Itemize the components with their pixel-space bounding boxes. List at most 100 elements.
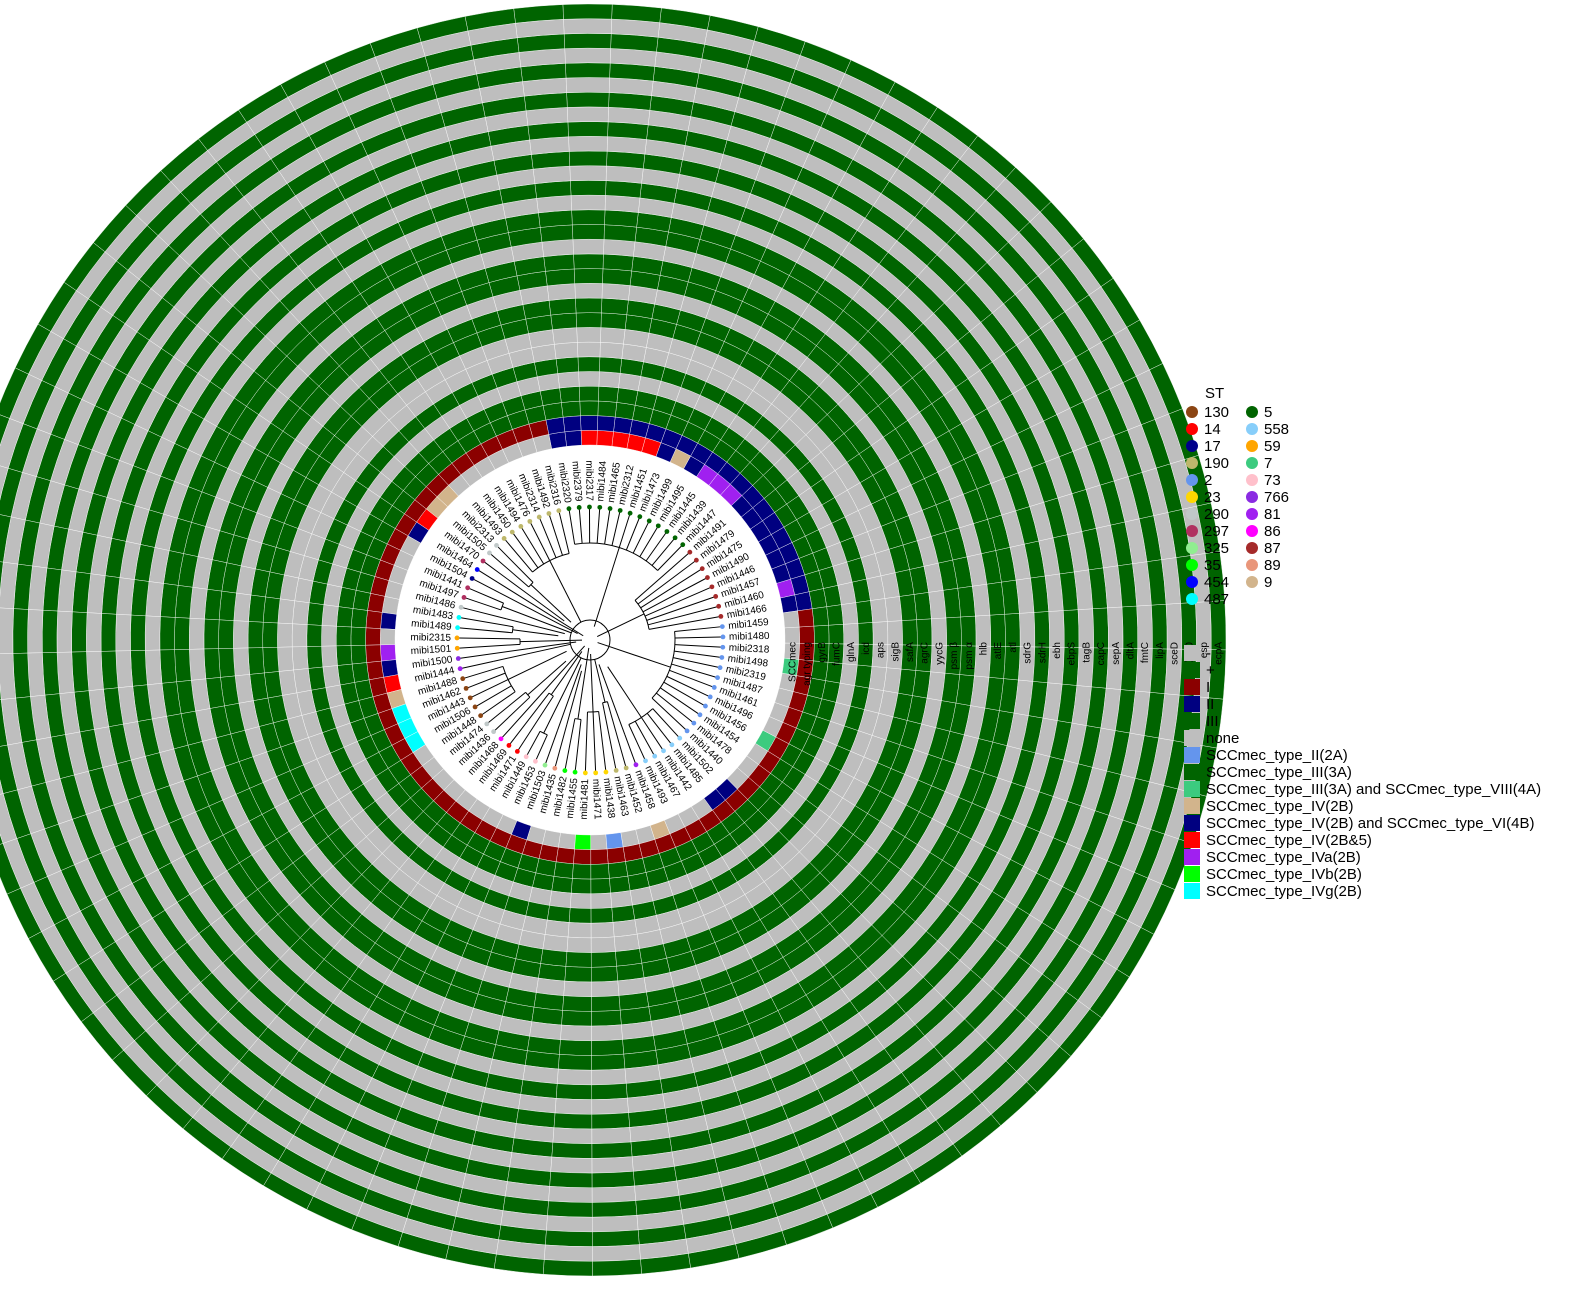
ring-cell-sccmec: [596, 430, 614, 447]
tip-label: mibi1489: [411, 618, 453, 633]
ring-cell-fmtc: [548, 1186, 593, 1203]
ring-cell-lipa: [12, 608, 29, 654]
ring-cell-fumc: [609, 875, 631, 894]
tip-point: [533, 758, 538, 764]
tip-point: [707, 694, 713, 700]
ring-cell-fumc: [578, 386, 600, 402]
tree-arc: [548, 692, 554, 697]
tree-branch: [539, 645, 586, 697]
ring-cell-tagb: [86, 651, 104, 691]
ring-cell-psm-β: [591, 995, 621, 1012]
ring-cell-icd: [568, 907, 592, 924]
ring-cell-ecpa: [844, 59, 896, 96]
ring-cell-sigb: [884, 596, 903, 622]
ring-cell-se0760: [592, 1229, 640, 1247]
tree-arc: [574, 718, 582, 720]
legend-fill-label: SCCmec_type_IV(2B): [1206, 798, 1354, 815]
ring-cell-icd: [306, 646, 324, 669]
ring-cell-ecpa: [81, 1012, 124, 1061]
ring-cell-glna: [570, 892, 592, 909]
tip-point: [463, 685, 469, 691]
legend-st-swatch: [1246, 559, 1258, 571]
tree-branch: [462, 607, 507, 620]
ring-cell-glna: [557, 371, 580, 389]
ring-cell-ecpa: [0, 367, 29, 419]
tip-point: [514, 749, 520, 754]
ring-cell-atle: [174, 617, 191, 650]
tree-branch: [484, 561, 532, 598]
ring-cell-fumc: [598, 386, 619, 403]
tree-branch: [534, 605, 584, 637]
ring-cell-ecpa: [416, 16, 469, 43]
tree-branch: [478, 570, 536, 606]
ring-cell-ecpa: [640, 1253, 691, 1275]
legend-fill-swatch: [1184, 645, 1200, 661]
ring-cell-yycg: [591, 980, 620, 997]
ring-cell-fumc: [826, 604, 844, 626]
ring-cell-psm-β: [573, 268, 604, 284]
ring-cell-agrc: [575, 297, 603, 314]
tree-branch: [530, 584, 572, 623]
legend-st-label: 454: [1204, 574, 1229, 591]
tip-point: [643, 758, 648, 764]
ring-cell-ecpa: [870, 1170, 922, 1208]
ring-cell-aps: [612, 919, 638, 938]
tree-branch: [530, 596, 565, 622]
ring-cell-sigb: [277, 598, 295, 625]
legend-st-label: 81: [1264, 506, 1281, 523]
ring-column-label: sigB: [890, 642, 901, 662]
legend-fill: -+IIIIIInoneSCCmec_type_II(2A)SCCmec_typ…: [1184, 645, 1541, 900]
ring-cell-esp: [0, 779, 4, 795]
ring-cell-icd: [611, 904, 636, 923]
ring-cell-sccmec: [782, 610, 800, 629]
tip-point: [652, 753, 658, 759]
legend-st-swatch: [1246, 542, 1258, 554]
ring-cell-agr-typing: [366, 660, 384, 681]
ring-cell-hlb: [189, 648, 207, 681]
tip-label: mibi1471: [590, 779, 603, 820]
annotation-rings: [0, 3, 1227, 1277]
tree-branch: [526, 731, 541, 756]
ring-cell-tagb: [606, 136, 647, 155]
tree-branch: [602, 702, 617, 769]
ring-cell-lipa: [565, 62, 611, 79]
ring-cell-psm-β: [602, 268, 632, 286]
tip-point: [709, 584, 715, 590]
legend-st-swatch: [1186, 457, 1198, 469]
legend-fill-label: -: [1206, 645, 1211, 662]
ring-cell-ecpa: [688, 1243, 740, 1269]
ring-cell-psm-α: [543, 254, 575, 272]
ring-cell-sepa: [56, 610, 73, 653]
tip-point: [664, 529, 670, 534]
ring-cell-agr-typing: [797, 608, 815, 628]
ring-cell-atl: [159, 616, 176, 651]
tree-branch: [674, 650, 720, 658]
ring-cell-ecpa: [0, 414, 10, 447]
legend-fill-swatch: [1184, 815, 1200, 831]
legend-fill-label: SCCmec_type_IV(2B) and SCCmec_type_VI(4B…: [1206, 815, 1534, 832]
legend-fill-label: SCCmec_type_III(3A) and SCCmec_type_VIII…: [1206, 781, 1541, 798]
tree-branch: [644, 587, 711, 617]
tip-point: [587, 504, 592, 510]
ring-cell-ebps: [1063, 609, 1080, 648]
ring-cell-ecpa: [0, 834, 4, 845]
ring-column-label: fumC: [831, 642, 842, 666]
ring-cell-tagb: [1077, 608, 1094, 649]
ring-cell-ecpa: [1100, 277, 1140, 328]
ring-cell-tagb: [591, 1127, 632, 1144]
ring-cell-ecpa: [351, 1215, 403, 1247]
legend-st-swatch: [1186, 406, 1198, 418]
legend-st-label: 87: [1264, 540, 1281, 557]
ring-cell-gyrb: [579, 400, 599, 417]
ring-cell-safa: [600, 312, 627, 330]
tree-branch: [568, 510, 576, 545]
tip-point: [597, 504, 603, 510]
tip-point: [454, 635, 460, 641]
tree-branch: [645, 532, 667, 562]
ring-cell-fmtc: [565, 77, 610, 93]
legend-fill-swatch: [1184, 798, 1200, 814]
ring-cell-psm-α: [561, 1010, 592, 1027]
ring-cell-atl: [538, 209, 573, 228]
tip-point: [713, 594, 719, 599]
ring-cell-hlb: [560, 1024, 592, 1042]
